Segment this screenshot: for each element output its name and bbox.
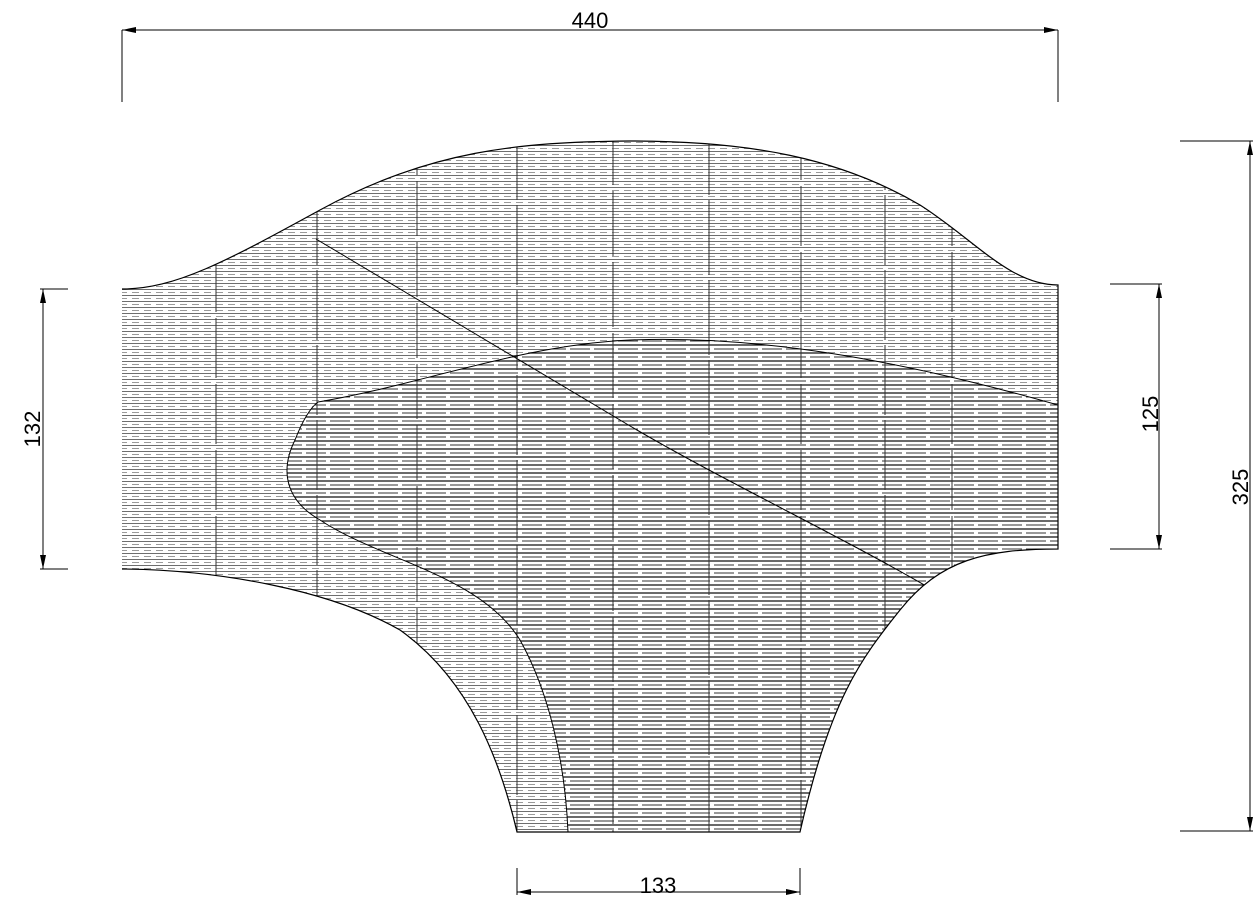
dimension-label-left-height: 132 xyxy=(20,411,45,448)
dimension-overall-width: 440 xyxy=(121,8,1059,102)
dimension-bottom-width: 133 xyxy=(516,868,801,898)
inner-panel-outline xyxy=(286,338,1059,833)
dimension-label-right-height: 125 xyxy=(1138,396,1163,433)
dimension-label-overall-height: 325 xyxy=(1228,469,1253,506)
dimension-left-height: 132 xyxy=(20,288,68,570)
dimension-label-overall-width: 440 xyxy=(572,8,609,33)
dimension-right-height: 125 xyxy=(1110,283,1163,550)
outer-outline xyxy=(121,140,1059,833)
dimension-label-bottom-width: 133 xyxy=(640,873,677,898)
dimension-overall-height: 325 xyxy=(1180,140,1253,832)
inner-panel xyxy=(287,339,1058,832)
diagonal-seam xyxy=(315,238,951,601)
